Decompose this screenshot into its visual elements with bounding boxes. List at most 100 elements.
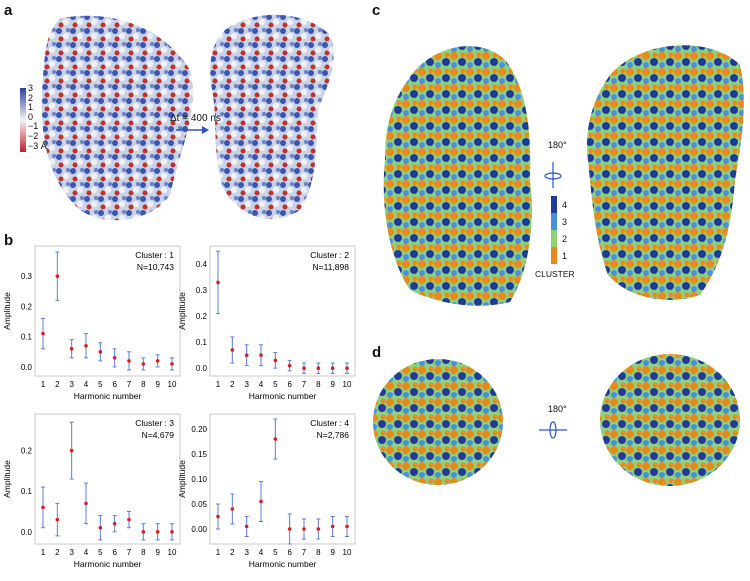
data-point bbox=[41, 331, 45, 336]
x-axis-label: Harmonic number bbox=[74, 391, 142, 401]
x-tick-label: 10 bbox=[343, 380, 352, 389]
displacement-colorbar bbox=[20, 88, 26, 152]
x-tick-label: 3 bbox=[69, 548, 74, 557]
rotation-label-d: 180° bbox=[548, 404, 567, 414]
data-point bbox=[316, 366, 321, 370]
data-point bbox=[244, 524, 249, 529]
colorbar-tick: −3 Å bbox=[28, 140, 47, 151]
cluster-tick: 2 bbox=[562, 234, 568, 244]
y-tick-label: 0.20 bbox=[191, 425, 207, 434]
x-tick-label: 5 bbox=[273, 380, 278, 389]
chart-cluster-2: 0.0 0.1 0.2 0.3 0.4 1 2 3 4 5 6 7 8 9 10 Harmonic numbe… bbox=[177, 245, 356, 401]
panel-d-figure bbox=[373, 354, 740, 486]
colorbar-tick: 1 bbox=[28, 102, 34, 113]
y-tick-label: 0.2 bbox=[21, 447, 33, 456]
x-tick-label: 4 bbox=[259, 548, 264, 557]
data-point bbox=[170, 530, 174, 534]
cluster-count: N=11,898 bbox=[313, 262, 350, 272]
x-tick-label: 2 bbox=[55, 380, 60, 389]
panel-label-d: d bbox=[372, 344, 382, 361]
chart-cluster-3: 0.0 0.1 0.2 1 2 3 4 5 6 7 8 9 10 Harmonic number Ampli… bbox=[2, 413, 181, 569]
x-tick-label: 10 bbox=[168, 380, 177, 389]
x-tick-label: 8 bbox=[141, 380, 146, 389]
data-point bbox=[155, 530, 160, 534]
colorbar-tick: 0 bbox=[28, 111, 34, 122]
y-tick-label: 0.0 bbox=[196, 364, 208, 373]
x-tick-label: 1 bbox=[41, 380, 46, 389]
data-point bbox=[141, 362, 146, 366]
data-point bbox=[345, 366, 349, 370]
y-tick-label: 0.1 bbox=[21, 333, 33, 342]
data-point bbox=[170, 362, 174, 366]
panel-a-figure bbox=[20, 14, 334, 221]
x-tick-label: 5 bbox=[98, 548, 103, 557]
cluster-tick: 1 bbox=[562, 251, 568, 261]
data-point bbox=[216, 280, 220, 285]
y-tick-label: 0.10 bbox=[191, 475, 207, 484]
surface-before bbox=[41, 15, 193, 221]
plot-frame bbox=[209, 245, 356, 377]
data-point bbox=[127, 359, 131, 363]
data-point bbox=[216, 514, 220, 519]
data-point bbox=[330, 524, 335, 529]
y-tick-label: 0.2 bbox=[196, 312, 208, 321]
data-point bbox=[112, 521, 117, 526]
y-tick-label: 0.00 bbox=[191, 525, 207, 534]
x-tick-label: 7 bbox=[127, 380, 132, 389]
x-tick-label: 6 bbox=[112, 380, 117, 389]
colorbar-tick: −1 bbox=[28, 121, 39, 132]
data-point bbox=[98, 350, 103, 354]
colorbar-tick: 2 bbox=[28, 92, 34, 103]
data-point bbox=[273, 358, 278, 363]
data-point bbox=[273, 437, 278, 441]
chart-cluster-1: 0.0 0.1 0.2 0.3 1 2 3 4 5 6 7 8 9 10 Harmonic number Am… bbox=[2, 245, 181, 401]
data-point bbox=[84, 501, 88, 506]
x-tick-label: 1 bbox=[216, 380, 221, 389]
x-tick-label: 4 bbox=[259, 380, 264, 389]
x-tick-label: 2 bbox=[230, 380, 235, 389]
x-tick-label: 7 bbox=[302, 380, 307, 389]
y-tick-label: 0.0 bbox=[21, 363, 33, 372]
y-tick-label: 0.1 bbox=[196, 338, 208, 347]
cluster-surface-front bbox=[383, 46, 532, 306]
x-tick-label: 5 bbox=[273, 548, 278, 557]
x-tick-label: 1 bbox=[216, 548, 221, 557]
x-tick-label: 8 bbox=[141, 548, 146, 557]
plot-frame bbox=[34, 413, 181, 545]
time-step-label: Δt = 400 ns bbox=[170, 113, 221, 124]
x-axis-label: Harmonic number bbox=[74, 559, 142, 569]
cluster-title: Cluster : 1 bbox=[135, 250, 174, 260]
panel-label-a: a bbox=[4, 2, 13, 19]
data-point bbox=[230, 348, 235, 352]
cluster-count: N=4,679 bbox=[142, 430, 175, 440]
x-tick-label: 8 bbox=[316, 380, 321, 389]
x-tick-label: 3 bbox=[244, 380, 249, 389]
data-point bbox=[330, 366, 335, 370]
data-point bbox=[69, 346, 74, 351]
data-point bbox=[259, 353, 263, 357]
data-point bbox=[84, 343, 88, 348]
x-tick-label: 7 bbox=[302, 548, 307, 557]
x-tick-label: 6 bbox=[287, 380, 292, 389]
cluster-colorbar-title: CLUSTER bbox=[535, 269, 575, 279]
cluster-surface-back bbox=[586, 45, 744, 300]
data-point bbox=[287, 527, 292, 531]
cluster-title: Cluster : 3 bbox=[135, 418, 174, 428]
y-tick-label: 0.3 bbox=[21, 272, 33, 281]
data-point bbox=[302, 366, 306, 370]
y-tick-label: 0.1 bbox=[21, 487, 33, 496]
data-point bbox=[302, 527, 306, 531]
x-axis-label: Harmonic number bbox=[249, 559, 317, 569]
data-point bbox=[141, 530, 146, 534]
cluster-tick: 4 bbox=[562, 200, 568, 210]
x-tick-label: 6 bbox=[112, 548, 117, 557]
x-tick-label: 2 bbox=[55, 548, 60, 557]
x-tick-label: 5 bbox=[98, 380, 103, 389]
x-tick-label: 3 bbox=[244, 548, 249, 557]
x-tick-label: 4 bbox=[84, 380, 89, 389]
x-tick-label: 3 bbox=[69, 380, 74, 389]
data-point bbox=[98, 525, 103, 530]
x-tick-label: 8 bbox=[316, 548, 321, 557]
data-point bbox=[230, 507, 235, 511]
data-point bbox=[55, 274, 60, 279]
